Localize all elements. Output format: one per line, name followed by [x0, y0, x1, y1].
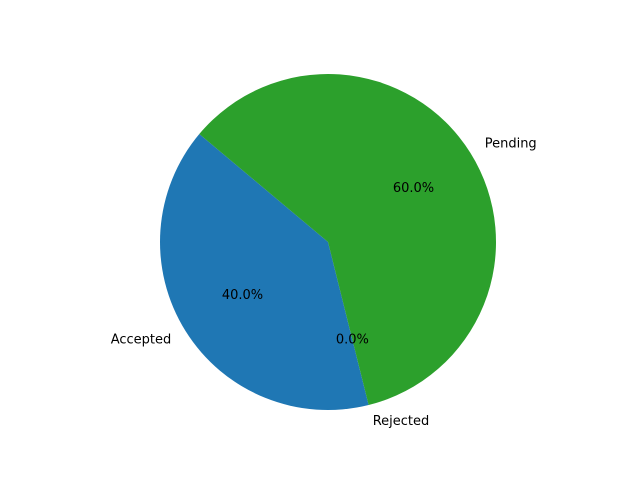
label-accepted: Accepted: [111, 332, 172, 347]
label-pending: Pending: [485, 137, 537, 152]
label-rejected: Rejected: [373, 414, 430, 429]
pct-pending: 60.0%: [393, 181, 434, 196]
pie-labels: Accepted 40.0% Rejected 0.0% Pending 60.0%: [111, 137, 537, 429]
slice-accepted: [160, 134, 369, 410]
slice-pending: [199, 73, 497, 406]
pct-accepted: 40.0%: [222, 288, 263, 303]
pct-rejected: 0.0%: [336, 332, 369, 347]
pie-slices: [160, 73, 497, 410]
